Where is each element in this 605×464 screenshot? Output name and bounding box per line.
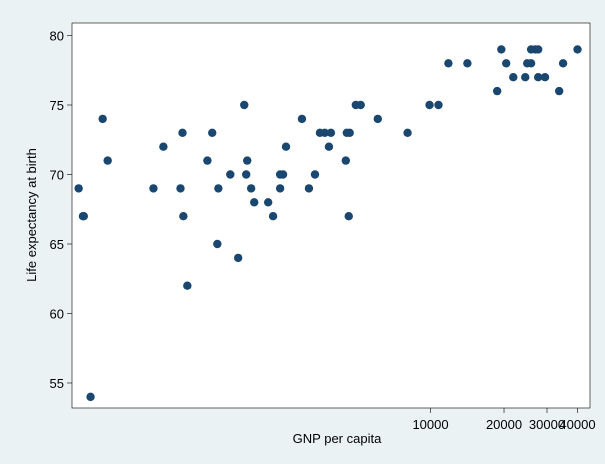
point [275,184,285,193]
point [444,59,453,68]
point [242,170,251,179]
point [502,59,511,68]
point [268,211,278,221]
x-axis-label: GNP per capita [293,431,382,446]
point [178,128,187,138]
point [86,392,95,402]
point [341,156,351,165]
point [558,59,568,68]
y-tick-label: 75 [50,98,64,113]
point [183,281,192,290]
point [521,73,530,82]
point [240,100,249,110]
point [304,184,314,193]
point [213,239,222,249]
point [208,128,217,138]
point [98,114,107,124]
point [320,128,330,138]
point [533,73,543,82]
point [149,184,158,193]
y-tick-label: 70 [50,167,64,182]
point [540,73,550,82]
point [214,184,223,193]
point [509,73,518,82]
x-tick-label: 10000 [412,417,448,432]
point [203,156,212,165]
point [533,45,543,54]
point [297,114,307,124]
point [492,86,502,96]
point [246,184,256,193]
point [344,211,353,221]
point [250,198,259,207]
point [434,100,443,110]
point [526,59,536,68]
y-tick-label: 80 [50,29,64,44]
x-tick-label: 20000 [486,417,522,432]
point [403,128,412,138]
point [226,170,235,179]
point [324,142,334,151]
point [373,114,382,124]
point [497,45,506,54]
point [233,253,243,263]
point [425,100,434,110]
point [326,128,336,138]
point [310,170,320,179]
x-tick-label: 40000 [559,417,595,432]
point [263,198,273,207]
point [463,59,472,68]
plot-area [71,22,591,409]
point [243,156,252,165]
point [278,170,288,179]
y-axis-label: Life expectancy at birth [24,148,39,282]
point [103,156,112,165]
y-tick-label: 65 [50,237,64,252]
point [554,86,564,96]
point [345,128,354,138]
point [179,211,188,221]
x-tick-label: 30000 [529,417,565,432]
point [74,184,83,193]
point [176,184,185,193]
point [281,142,291,151]
point [356,100,365,110]
y-tick-label: 55 [50,376,64,391]
point [79,211,88,221]
point [159,142,168,151]
point [573,45,582,54]
y-tick-label: 60 [50,306,64,321]
